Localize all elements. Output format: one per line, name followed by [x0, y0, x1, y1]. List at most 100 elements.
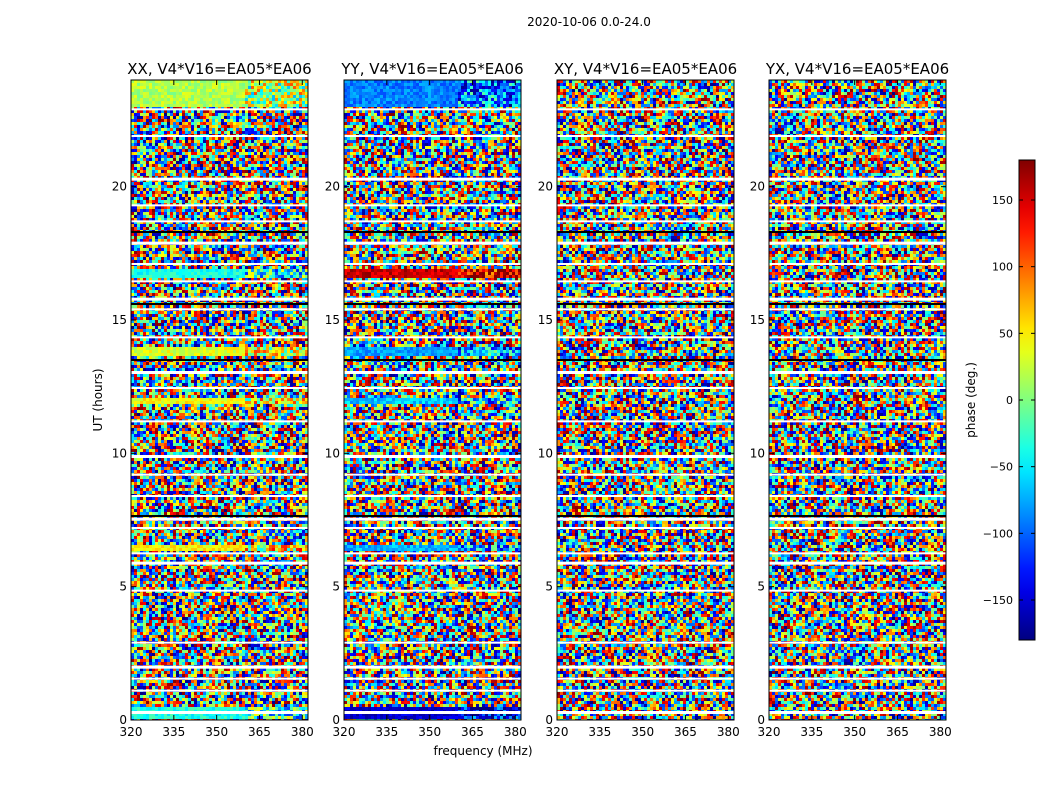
- flagged-row: [131, 420, 308, 422]
- flagged-row: [769, 220, 946, 222]
- flagged-row: [344, 474, 521, 476]
- flagged-row: [557, 590, 734, 592]
- flagged-row: [344, 590, 521, 592]
- flagged-row: [344, 642, 521, 644]
- flagged-row: [769, 178, 946, 181]
- flagged-row: [344, 263, 521, 265]
- y-tick-label: 5: [545, 580, 553, 594]
- flagged-row: [131, 108, 308, 110]
- x-tick-label: 365: [248, 725, 271, 739]
- flagged-row: [557, 552, 734, 554]
- x-tick-label: 380: [291, 725, 314, 739]
- flagged-row: [131, 336, 308, 338]
- flagged-row: [769, 642, 946, 644]
- dark-row: [557, 303, 734, 305]
- flagged-row: [557, 242, 734, 245]
- y-tick-label: 15: [112, 313, 127, 327]
- flagged-row: [769, 371, 946, 374]
- x-tick-label: 335: [588, 725, 611, 739]
- flagged-row: [344, 527, 521, 529]
- flagged-row: [344, 135, 521, 137]
- panel-title: YX, V4*V16=EA05*EA06: [765, 60, 949, 78]
- dark-row: [344, 515, 521, 517]
- flagged-row: [131, 371, 308, 374]
- y-tick-label: 5: [757, 580, 765, 594]
- x-tick-label: 350: [631, 725, 654, 739]
- x-tick-label: 335: [800, 725, 823, 739]
- x-tick-label: 320: [758, 725, 781, 739]
- flagged-row: [344, 666, 521, 669]
- flagged-row: [131, 242, 308, 245]
- x-tick-label: 365: [461, 725, 484, 739]
- colorbar-tick-label: −100: [983, 527, 1013, 540]
- dark-row: [131, 515, 308, 517]
- dark-row: [557, 359, 734, 361]
- y-tick-label: 10: [750, 446, 765, 460]
- phase-image: [557, 80, 734, 720]
- y-tick-label: 15: [538, 313, 553, 327]
- flagged-row: [131, 495, 308, 497]
- flagged-row: [131, 298, 308, 301]
- y-tick-label: 5: [119, 580, 127, 594]
- flagged-row: [131, 387, 308, 389]
- flagged-row: [557, 204, 734, 206]
- flagged-row: [769, 666, 946, 669]
- x-tick-label: 380: [504, 725, 527, 739]
- flagged-row: [769, 420, 946, 422]
- flagged-row: [557, 711, 734, 714]
- flagged-row: [769, 242, 946, 245]
- flagged-row: [344, 711, 521, 714]
- flagged-row: [344, 552, 521, 554]
- flagged-row: [344, 455, 521, 458]
- flagged-row: [769, 280, 946, 282]
- flagged-row: [344, 495, 521, 497]
- flagged-row: [344, 308, 521, 310]
- y-tick-label: 15: [325, 313, 340, 327]
- x-tick-label: 350: [418, 725, 441, 739]
- flagged-row: [769, 495, 946, 497]
- flagged-row: [344, 242, 521, 245]
- y-tick-label: 0: [545, 713, 553, 727]
- dark-row: [769, 359, 946, 361]
- dark-row: [769, 303, 946, 305]
- flagged-row: [131, 474, 308, 476]
- flagged-row: [344, 371, 521, 374]
- flagged-row: [344, 420, 521, 422]
- flagged-row: [769, 552, 946, 554]
- x-tick-label: 320: [120, 725, 143, 739]
- flagged-row: [557, 263, 734, 265]
- x-tick-label: 380: [929, 725, 952, 739]
- flagged-row: [344, 280, 521, 282]
- y-tick-label: 20: [112, 180, 127, 194]
- flagged-row: [131, 711, 308, 714]
- flagged-row: [344, 690, 521, 692]
- flagged-row: [131, 178, 308, 181]
- flagged-row: [557, 178, 734, 181]
- x-tick-label: 380: [717, 725, 740, 739]
- flagged-row: [131, 590, 308, 592]
- flagged-row: [557, 474, 734, 476]
- heatmap-panels: XX, V4*V16=EA05*EA06 320 335 350 365 380 0 5 10 1…: [112, 60, 952, 739]
- flagged-row: [344, 204, 521, 206]
- panel-title: XY, V4*V16=EA05*EA06: [554, 60, 737, 78]
- x-tick-label: 320: [333, 725, 356, 739]
- flagged-row: [769, 562, 946, 565]
- dark-row: [344, 359, 521, 361]
- flagged-row: [769, 455, 946, 458]
- x-tick-label: 335: [162, 725, 185, 739]
- flagged-row: [557, 527, 734, 529]
- panel-title: XX, V4*V16=EA05*EA06: [127, 60, 311, 78]
- phase-image: [344, 80, 521, 720]
- flagged-row: [131, 518, 308, 521]
- dark-row: [557, 231, 734, 233]
- flagged-row: [769, 474, 946, 476]
- flagged-row: [769, 527, 946, 529]
- panel-title: YY, V4*V16=EA05*EA06: [340, 60, 523, 78]
- colorbar-tick-label: −150: [983, 594, 1013, 607]
- colorbar-tick-label: 0: [1006, 394, 1013, 407]
- flagged-row: [344, 387, 521, 389]
